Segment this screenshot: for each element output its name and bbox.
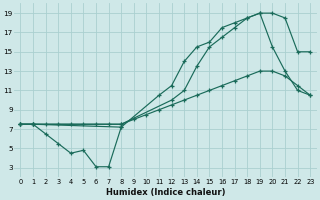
X-axis label: Humidex (Indice chaleur): Humidex (Indice chaleur) (106, 188, 225, 197)
